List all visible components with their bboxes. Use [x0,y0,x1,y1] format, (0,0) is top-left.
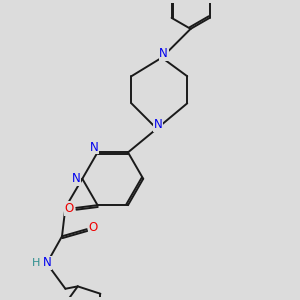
Text: O: O [65,202,74,215]
Text: N: N [154,118,163,131]
Text: H: H [32,258,40,268]
Text: N: N [90,141,98,154]
Text: N: N [42,256,51,269]
Text: O: O [88,221,98,234]
Text: N: N [72,172,81,185]
Text: N: N [159,47,168,60]
